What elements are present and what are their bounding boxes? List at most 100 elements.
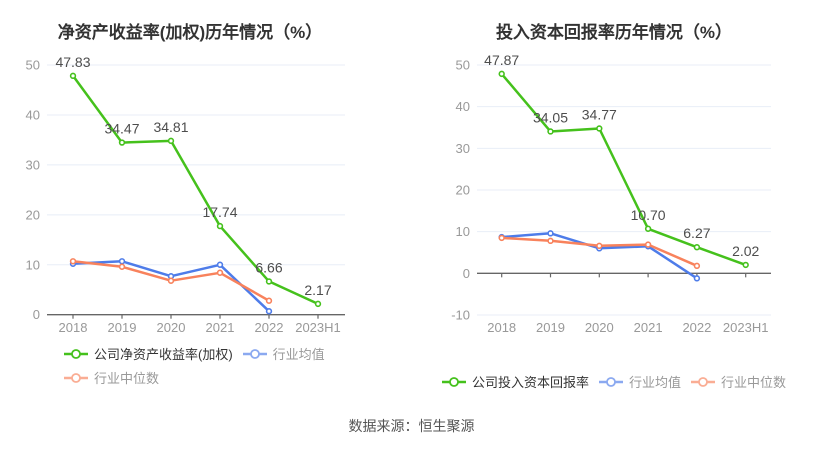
data-point-company: [693, 244, 701, 251]
x-tick-label: 2022: [682, 320, 711, 335]
data-point-label: 6.27: [683, 225, 710, 241]
data-point-company: [742, 261, 749, 269]
data-point-company: [547, 128, 554, 135]
x-tick-label: 2019: [536, 320, 565, 335]
data-point-industry-median: [596, 242, 603, 250]
series-line-company: [71, 75, 319, 306]
data-point-label: 34.81: [153, 119, 188, 135]
data-point-industry-mean: [216, 261, 224, 268]
data-point-label: 34.05: [533, 109, 568, 125]
data-point-industry-mean: [547, 230, 554, 237]
gridlines: -10 0 10 20 30 40 50: [451, 58, 771, 323]
series-line-industry-mean: [72, 260, 270, 313]
data-point-industry-median: [118, 263, 126, 270]
y-tick-label: 0: [463, 266, 470, 281]
series-industry-median: [69, 258, 273, 304]
data-point-label: 47.83: [55, 54, 90, 70]
y-tick-label: 30: [26, 157, 40, 172]
roe-chart-plot: 0 10 20 30 40 50 2018 2019 2020 2021 2022 2023H1 47.…: [26, 54, 345, 335]
series-line-industry-median: [501, 236, 698, 267]
data-point-industry-median: [498, 234, 505, 242]
data-point-company: [167, 137, 175, 145]
legend-row: 公司净资产收益率(加权) 行业均值: [64, 344, 325, 363]
legend-row: 公司投入资本回报率 行业均值 行业中位数: [442, 372, 786, 391]
legend-item-industry-median[interactable]: 行业中位数: [64, 368, 159, 387]
line-series-icon: [242, 348, 267, 359]
data-point-industry-mean: [265, 308, 273, 315]
series-line-company: [500, 73, 747, 267]
x-tick-label: 2021: [206, 320, 235, 335]
x-tick-label: 2023H1: [295, 320, 341, 335]
data-point-company: [118, 139, 126, 146]
data-point-label: 2.17: [304, 282, 331, 298]
data-source-caption: 数据来源：恒生聚源: [348, 418, 475, 434]
x-tick-label: 2019: [108, 320, 137, 335]
data-point-company: [69, 72, 77, 80]
line-series-icon: [64, 372, 88, 383]
data-point-company: [314, 300, 322, 308]
data-point-label: 34.47: [104, 121, 139, 137]
legend-item-industry-mean[interactable]: 行业均值: [599, 372, 681, 391]
y-tick-label: 10: [26, 257, 40, 272]
data-point-label: 10.70: [631, 207, 666, 223]
legend-item-industry-median[interactable]: 行业中位数: [691, 372, 786, 391]
data-point-company: [498, 70, 505, 78]
legend-item-label: 公司投入资本回报率: [472, 375, 590, 390]
legend-item-industry-mean[interactable]: 行业均值: [242, 344, 325, 363]
x-tick-label: 2020: [157, 320, 186, 335]
data-point-industry-median: [69, 258, 77, 265]
data-point-label: 6.66: [255, 259, 282, 275]
legend-item-company[interactable]: 公司投入资本回报率: [442, 372, 589, 391]
roe-chart-legend: 公司净资产收益率(加权) 行业均值行业中位数: [64, 344, 325, 387]
x-axis: 2018 2019 2020 2021 2022 2023H1: [47, 314, 345, 335]
x-tick-label: 2021: [634, 320, 663, 335]
x-axis: 2018 2019 2020 2021 2022 2023H1: [477, 272, 771, 335]
data-point-label: 47.87: [484, 52, 519, 68]
line-series-icon: [442, 376, 466, 387]
x-tick-label: 2023H1: [723, 320, 769, 335]
y-tick-label: 20: [456, 183, 470, 198]
series-company: 47.83 34.47 34.81 17.74 6.66 2.17: [55, 54, 332, 308]
y-tick-label: 10: [456, 224, 470, 239]
data-point-industry-mean: [118, 258, 126, 265]
roic-chart-plot: -10 0 10 20 30 40 50 2018 2019 2020 2021 2022 2023H1…: [451, 52, 771, 335]
y-tick-label: 20: [26, 207, 40, 222]
line-series-icon: [599, 376, 624, 387]
x-tick-label: 2020: [585, 320, 614, 335]
data-point-industry-median: [265, 297, 273, 304]
y-tick-label: 0: [33, 307, 40, 322]
data-point-company: [265, 278, 273, 285]
line-series-icon: [691, 376, 716, 387]
gridlines: 0 10 20 30 40 50: [26, 58, 345, 322]
line-series-icon: [64, 348, 88, 359]
legend-item-label: 公司净资产收益率(加权): [94, 347, 233, 362]
roic-chart-legend: 公司投入资本回报率 行业均值 行业中位数: [442, 372, 786, 391]
x-tick-label: 2022: [255, 320, 284, 335]
y-tick-label: 40: [26, 107, 40, 122]
legend-item-label: 行业均值: [629, 375, 682, 390]
data-point-label: 2.02: [732, 243, 759, 259]
series-industry-median: [498, 234, 701, 270]
y-tick-label: 40: [456, 99, 470, 114]
y-tick-label: -10: [451, 308, 470, 323]
data-point-industry-mean: [693, 275, 701, 282]
legend-row: 行业中位数: [64, 368, 325, 387]
x-tick-label: 2018: [59, 320, 88, 335]
legend-item-label: 行业中位数: [721, 375, 787, 390]
data-point-industry-median: [167, 277, 175, 284]
data-point-industry-median: [644, 241, 652, 248]
legend-item-company[interactable]: 公司净资产收益率(加权): [64, 344, 233, 363]
y-tick-label: 30: [456, 141, 470, 156]
roe-chart-title: 净资产收益率(加权)历年情况（%）: [57, 23, 323, 43]
data-point-label: 17.74: [202, 204, 237, 220]
data-point-company: [216, 222, 224, 230]
data-point-company: [644, 225, 652, 232]
data-point-industry-median: [547, 237, 554, 245]
data-point-label: 34.77: [582, 106, 617, 122]
data-point-company: [596, 125, 603, 132]
y-tick-label: 50: [456, 58, 470, 73]
data-point-industry-median: [216, 269, 224, 276]
series-company: 47.87 34.05 34.77 10.70 6.27 2.02: [484, 52, 760, 269]
y-tick-label: 50: [26, 58, 40, 73]
data-point-industry-median: [693, 262, 701, 270]
